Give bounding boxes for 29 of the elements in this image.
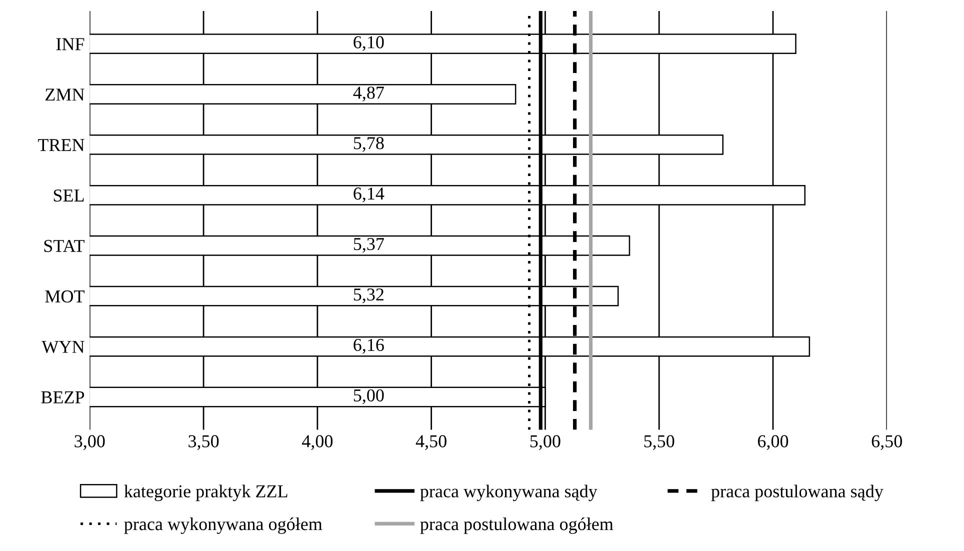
legend-label: kategorie praktyk ZZL: [124, 484, 288, 502]
y-tick-label: BEZP: [41, 391, 84, 404]
y-tick-label: SEL: [54, 189, 84, 202]
legend-label: praca postulowana ogółem: [420, 517, 614, 534]
y-tick-label: STAT: [44, 240, 84, 252]
y-tick-label: INF: [56, 38, 84, 50]
y-tick-label: ZMN: [46, 88, 84, 101]
y-tick-label: WYN: [42, 340, 84, 354]
data-label: 5,78: [354, 137, 384, 152]
data-label: 6,10: [354, 36, 384, 51]
x-tick-label: 3,00: [74, 435, 105, 450]
x-tick-label: 4,50: [416, 435, 446, 450]
data-label: 5,00: [354, 389, 384, 404]
data-label: 5,37: [354, 238, 384, 253]
data-label: 6,16: [354, 338, 384, 354]
legend-label: praca wykonywana ogółem: [124, 517, 322, 534]
y-tick-label: TREN: [38, 139, 84, 151]
data-label: 5,32: [354, 288, 384, 304]
x-tick-label: 5,50: [644, 435, 674, 450]
legend-label: praca postulowana sądy: [711, 484, 884, 502]
data-label: 4,87: [353, 86, 384, 102]
y-tick-label: MOT: [45, 290, 84, 303]
x-tick-label: 6,00: [758, 435, 788, 450]
x-tick-label: 5,00: [530, 435, 560, 450]
x-tick-label: 4,00: [302, 435, 333, 450]
data-label: 6,14: [354, 188, 384, 202]
x-tick-label: 3,50: [188, 435, 219, 450]
legend-label: praca wykonywana sądy: [420, 484, 598, 502]
x-tick-label: 6,50: [872, 435, 902, 450]
